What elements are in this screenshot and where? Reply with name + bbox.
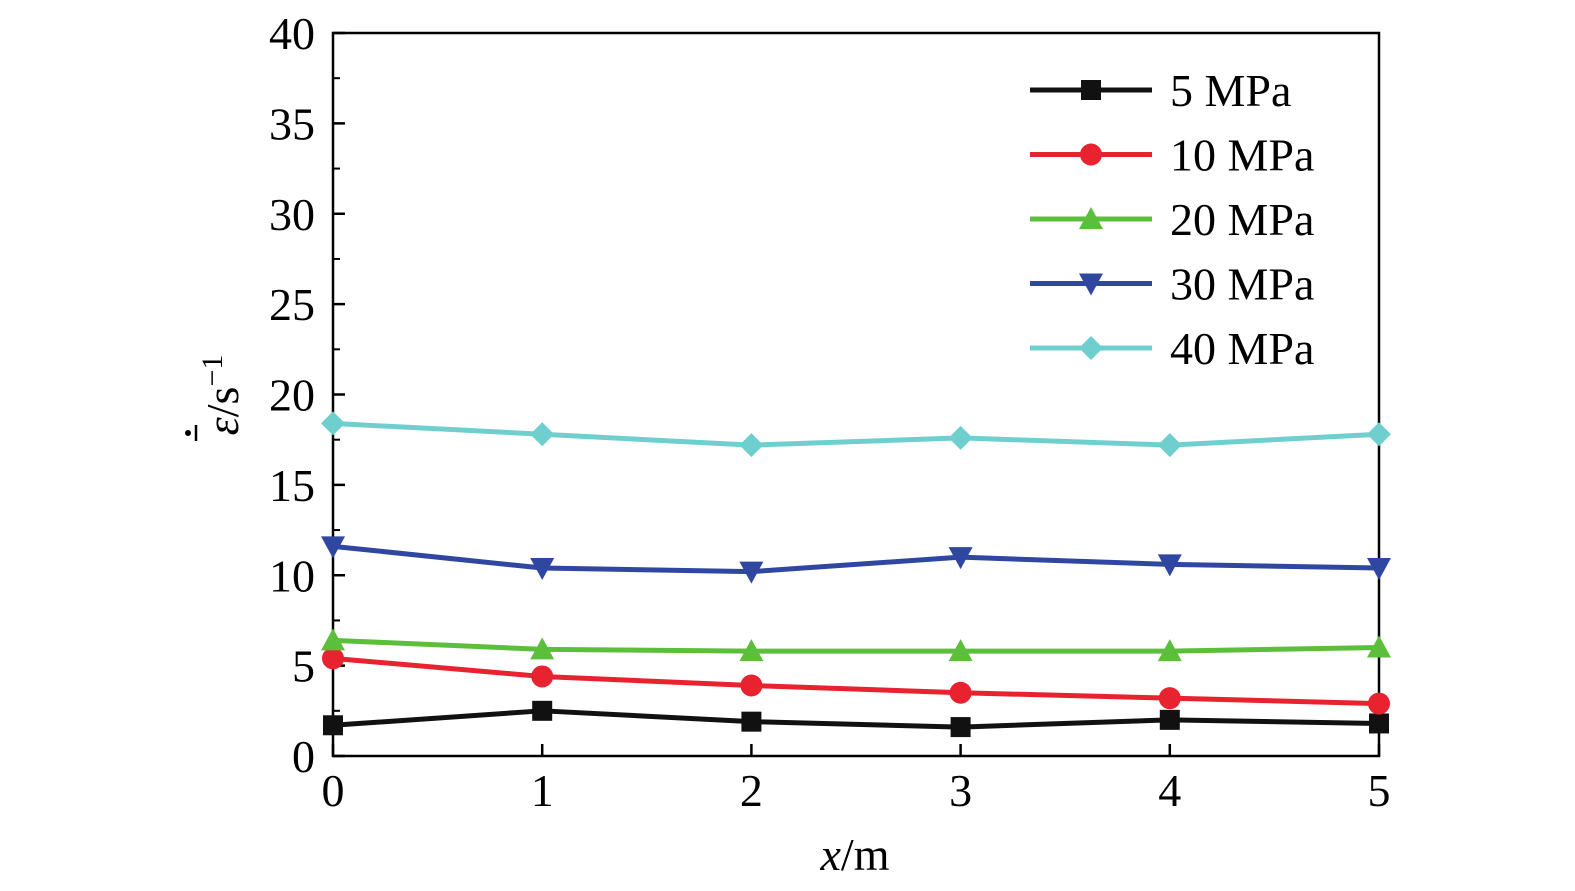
data-point-40-mpa — [321, 411, 345, 436]
svg-text:ε/s−1: ε/s−1 — [196, 355, 249, 436]
y-axis-label-dot-icon — [185, 430, 191, 436]
legend-entry-5-mpa: 5 MPa — [1030, 65, 1291, 116]
y-axis-label-exponent: −1 — [196, 355, 229, 387]
legend-label: 10 MPa — [1170, 130, 1314, 181]
y-tick-label: 5 — [292, 641, 315, 692]
data-point-10-mpa — [1368, 692, 1390, 715]
data-point-10-mpa — [949, 681, 972, 704]
data-point-20-mpa — [739, 639, 764, 662]
data-point-5-mpa — [741, 711, 762, 732]
data-point-5-mpa — [1159, 709, 1180, 730]
data-point-40-mpa — [739, 433, 764, 458]
data-point-10-mpa — [531, 665, 554, 688]
legend-entry-30-mpa: 30 MPa — [1030, 259, 1314, 310]
series-line-20-mpa — [332, 637, 1380, 654]
series-40-mpa — [321, 411, 1391, 458]
x-tick-label: 1 — [531, 765, 554, 816]
y-axis-ticks: 0 5 10 15 20 25 30 35 40 — [269, 8, 345, 782]
data-point-5-mpa — [950, 717, 971, 738]
y-tick-label: 25 — [269, 279, 315, 330]
y-tick-label: 10 — [269, 550, 315, 601]
y-tick-label: 30 — [269, 189, 315, 240]
legend-swatch-marker — [1079, 273, 1103, 296]
data-point-30-mpa — [1367, 558, 1391, 581]
data-point-10-mpa — [1158, 687, 1181, 710]
legend-label: 40 MPa — [1170, 323, 1314, 374]
x-tick-label: 4 — [1158, 765, 1181, 816]
x-tick-label: 5 — [1368, 765, 1391, 816]
data-point-20-mpa — [1367, 635, 1391, 658]
series-lines — [321, 411, 1391, 738]
data-point-5-mpa — [532, 700, 553, 721]
x-axis-label: x/m — [820, 829, 890, 880]
legend-entry-10-mpa: 10 MPa — [1030, 130, 1314, 181]
series-line-30-mpa — [332, 543, 1380, 575]
series-30-mpa — [321, 536, 1391, 584]
legend-swatch-marker — [1080, 143, 1102, 166]
y-axis-label-unit: /s — [197, 387, 248, 418]
x-axis-label-variable: x — [820, 829, 842, 880]
y-axis-label: ε/s−1 — [185, 355, 248, 441]
data-point-30-mpa — [948, 547, 973, 570]
y-tick-label: 40 — [269, 8, 315, 59]
x-axis-label-unit: /m — [841, 829, 890, 880]
data-point-40-mpa — [530, 422, 555, 447]
x-axis-ticks: 0 1 2 3 4 5 — [322, 744, 1391, 816]
legend-entry-20-mpa: 20 MPa — [1030, 194, 1314, 245]
data-point-40-mpa — [948, 425, 973, 450]
x-tick-label: 0 — [322, 765, 345, 816]
y-tick-label: 0 — [292, 731, 315, 782]
data-point-20-mpa — [1157, 639, 1182, 662]
x-tick-label: 2 — [740, 765, 763, 816]
legend-label: 20 MPa — [1170, 194, 1314, 245]
series-line-5-mpa — [332, 708, 1380, 730]
y-tick-label: 15 — [269, 460, 315, 511]
legend-label: 30 MPa — [1170, 259, 1314, 310]
legend-label: 5 MPa — [1170, 65, 1291, 116]
data-point-20-mpa — [321, 628, 345, 651]
data-point-10-mpa — [740, 674, 763, 697]
data-point-40-mpa — [1157, 433, 1182, 458]
legend-swatch-marker — [1079, 336, 1103, 360]
data-point-30-mpa — [321, 536, 345, 559]
data-point-10-mpa — [322, 647, 344, 670]
legend: 5 MPa 10 MPa 20 MPa 30 MPa 40 MPa — [1030, 65, 1314, 374]
series-line-40-mpa — [332, 420, 1380, 448]
legend-swatch-marker — [1081, 80, 1101, 100]
x-tick-label: 3 — [949, 765, 972, 816]
data-point-30-mpa — [530, 558, 555, 581]
series-5-mpa — [323, 700, 1389, 738]
data-point-5-mpa — [323, 715, 343, 736]
data-point-30-mpa — [739, 561, 764, 584]
y-tick-label: 35 — [269, 98, 315, 149]
data-point-30-mpa — [1157, 554, 1182, 577]
legend-swatch-marker — [1079, 207, 1103, 229]
legend-entry-40-mpa: 40 MPa — [1030, 323, 1314, 374]
data-point-5-mpa — [1369, 713, 1389, 734]
series-10-mpa — [322, 647, 1390, 715]
data-point-20-mpa — [530, 637, 555, 660]
y-tick-label: 20 — [269, 370, 315, 421]
data-point-40-mpa — [1367, 422, 1391, 447]
series-20-mpa — [321, 628, 1391, 662]
data-point-20-mpa — [948, 639, 973, 662]
y-axis-label-symbol: ε — [197, 416, 248, 435]
series-line-10-mpa — [332, 655, 1380, 707]
